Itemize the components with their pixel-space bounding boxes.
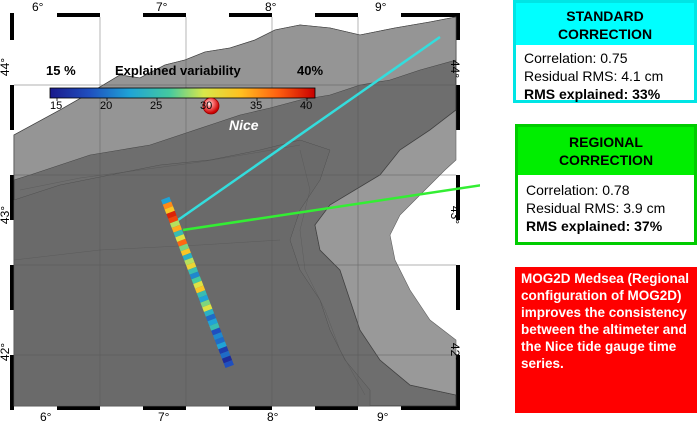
track-segment bbox=[216, 341, 227, 350]
map-panel: 6° 7° 8° 9° 6° 7° 8° 9° 44° 43° 42° 44° … bbox=[0, 0, 480, 424]
regional-correction-box: REGIONAL CORRECTION Correlation: 0.78 Re… bbox=[515, 124, 697, 245]
mog2d-info-box: MOG2D Medsea (Regional configuration of … bbox=[515, 267, 697, 413]
track-segment bbox=[164, 206, 175, 215]
track-segment bbox=[204, 308, 215, 317]
regional-box-title-line2: CORRECTION bbox=[558, 152, 654, 168]
city-label-nice: Nice bbox=[229, 117, 259, 133]
standard-residual-rms: Residual RMS: 4.1 cm bbox=[524, 68, 664, 84]
track-segment bbox=[218, 346, 229, 355]
regional-box-title: REGIONAL CORRECTION bbox=[518, 133, 694, 169]
regional-box-stats: Correlation: 0.78 Residual RMS: 3.9 cm R… bbox=[518, 175, 694, 242]
graticule bbox=[14, 17, 456, 406]
track-segment bbox=[209, 322, 220, 331]
lon-tick-9-bottom: 9° bbox=[377, 410, 389, 424]
track-segment bbox=[202, 304, 213, 313]
colorbar bbox=[49, 87, 316, 99]
altimeter-track bbox=[161, 196, 234, 369]
colorbar-tick-25: 25 bbox=[150, 100, 163, 112]
track-segment bbox=[195, 285, 206, 294]
lat-tick-43-left: 43° bbox=[0, 205, 13, 225]
track-segment bbox=[186, 262, 197, 271]
mog2d-info-text: MOG2D Medsea (Regional configuration of … bbox=[521, 271, 690, 371]
standard-box-title-line2: CORRECTION bbox=[557, 26, 653, 42]
track-segment bbox=[189, 271, 200, 280]
nice-tide-gauge-marker bbox=[202, 97, 220, 115]
lat-tick-42-right: 42° bbox=[448, 342, 463, 362]
track-segment bbox=[168, 215, 179, 224]
track-segment bbox=[178, 243, 190, 252]
track-segment bbox=[182, 252, 193, 261]
track-segment bbox=[198, 294, 209, 303]
regional-rms-explained: RMS explained: 37% bbox=[526, 218, 663, 234]
regional-correlation: Correlation: 0.78 bbox=[526, 182, 630, 198]
colorbar-tick-40: 40 bbox=[300, 100, 313, 112]
track-segment bbox=[220, 350, 231, 359]
track-segment bbox=[205, 313, 216, 322]
track-segment bbox=[196, 290, 208, 299]
lat-tick-44-left: 44° bbox=[0, 57, 13, 77]
track-segment bbox=[187, 266, 199, 275]
track-segment bbox=[221, 355, 233, 364]
lon-tick-9: 9° bbox=[375, 0, 387, 14]
regional-residual-rms: Residual RMS: 3.9 cm bbox=[526, 200, 666, 216]
lat-tick-43-right: 43° bbox=[448, 205, 463, 225]
track-segment bbox=[223, 360, 234, 369]
colorbar-max-label: 40% bbox=[297, 63, 324, 78]
track-segment bbox=[211, 327, 222, 336]
colorbar-tick-20: 20 bbox=[100, 100, 113, 112]
standard-correlation: Correlation: 0.75 bbox=[524, 50, 628, 66]
lat-tick-44-right: 44° bbox=[448, 59, 463, 79]
lon-tick-8: 8° bbox=[265, 0, 277, 14]
colorbar-tick-30: 30 bbox=[200, 100, 213, 112]
regional-connector-line bbox=[182, 184, 480, 232]
track-segment bbox=[173, 229, 184, 238]
track-segment bbox=[162, 201, 173, 210]
track-segment bbox=[214, 336, 225, 345]
standard-box-title-line1: STANDARD bbox=[566, 8, 644, 24]
standard-connector-line bbox=[177, 35, 441, 222]
colorbar-tick-35: 35 bbox=[250, 100, 263, 112]
bathymetry-map bbox=[10, 13, 480, 410]
standard-box-title: STANDARD CORRECTION bbox=[516, 7, 694, 43]
track-segment bbox=[177, 238, 188, 247]
track-segment bbox=[180, 248, 191, 257]
colorbar-tick-15: 15 bbox=[50, 100, 63, 112]
colorbar-title: Explained variability bbox=[115, 63, 241, 78]
track-segment bbox=[169, 220, 181, 229]
track-segment bbox=[175, 234, 186, 243]
standard-rms-explained: RMS explained: 33% bbox=[524, 86, 661, 102]
track-segment bbox=[166, 210, 177, 219]
track-segment bbox=[161, 196, 172, 205]
track-segment bbox=[171, 224, 182, 233]
lon-tick-7: 7° bbox=[156, 0, 168, 14]
lon-tick-6: 6° bbox=[32, 0, 44, 14]
lon-tick-6-bottom: 6° bbox=[40, 410, 52, 424]
frame-ticks bbox=[10, 13, 460, 410]
standard-correction-box: STANDARD CORRECTION Correlation: 0.75 Re… bbox=[513, 0, 697, 103]
track-segment bbox=[212, 332, 224, 341]
colorbar-min-label: 15 % bbox=[46, 63, 76, 78]
lon-tick-7-bottom: 7° bbox=[158, 410, 170, 424]
standard-box-stats: Correlation: 0.75 Residual RMS: 4.1 cm R… bbox=[516, 45, 694, 102]
track-segment bbox=[207, 318, 218, 327]
track-segment bbox=[191, 276, 202, 285]
lon-tick-8-bottom: 8° bbox=[267, 410, 279, 424]
lat-tick-42-left: 42° bbox=[0, 342, 13, 362]
track-segment bbox=[193, 280, 204, 289]
track-segment bbox=[200, 299, 211, 308]
regional-box-title-line1: REGIONAL bbox=[569, 134, 643, 150]
track-segment bbox=[184, 257, 195, 266]
